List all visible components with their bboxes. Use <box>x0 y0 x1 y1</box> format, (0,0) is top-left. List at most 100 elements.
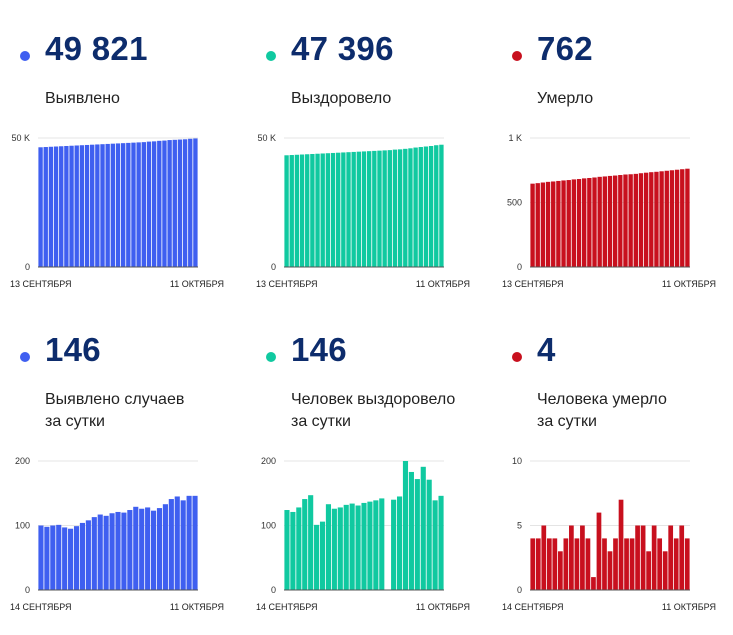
bar <box>310 153 315 267</box>
bar <box>397 149 403 267</box>
bar <box>351 151 356 267</box>
x-tick-label-end: 11 ОКТЯБРЯ <box>662 279 716 289</box>
bar <box>574 538 580 590</box>
bar <box>638 173 644 267</box>
bar <box>91 517 97 590</box>
bar <box>346 152 351 267</box>
bar <box>330 152 336 267</box>
bar <box>438 495 444 590</box>
bar <box>136 142 141 267</box>
bar <box>121 512 127 590</box>
stat-label: Выявлено <box>45 90 120 107</box>
bar <box>127 510 133 590</box>
bar <box>126 142 131 267</box>
legend-dot <box>266 352 276 362</box>
bar <box>679 525 685 590</box>
bar <box>38 525 44 590</box>
bar <box>325 153 331 267</box>
x-tick-label-start: 13 СЕНТЯБРЯ <box>256 279 318 289</box>
y-tick-label: 100 <box>15 521 30 531</box>
chart-svg: 0 100 200 14 СЕНТЯБРЯ 11 ОКТЯБРЯ <box>256 456 470 612</box>
bar <box>302 499 308 590</box>
bar <box>167 140 172 267</box>
bar <box>654 171 659 267</box>
bar <box>535 538 541 590</box>
bar <box>557 551 563 590</box>
x-tick-label-end: 11 ОКТЯБРЯ <box>416 279 470 289</box>
bar <box>530 183 535 267</box>
bar <box>680 169 685 267</box>
bar <box>331 508 337 590</box>
bar <box>623 174 628 267</box>
chart-svg: 0 50 K 13 СЕНТЯБРЯ 11 ОКТЯБРЯ <box>10 133 224 289</box>
bar <box>408 148 413 267</box>
bar <box>53 146 59 267</box>
bar <box>646 551 651 590</box>
bar <box>150 510 157 590</box>
bar <box>561 180 566 267</box>
bar <box>591 577 596 590</box>
bar <box>59 146 64 267</box>
bar <box>624 538 629 590</box>
stat-label: Человека умерло за сутки <box>537 391 667 430</box>
bar <box>156 508 163 590</box>
legend-dot <box>512 352 522 362</box>
stat-number: 146 <box>291 331 347 368</box>
bar <box>414 479 420 590</box>
y-tick-label: 0 <box>517 262 522 272</box>
bar <box>50 525 56 590</box>
bar <box>290 511 296 590</box>
bar <box>633 173 638 267</box>
bar <box>673 538 679 590</box>
bar <box>79 145 85 267</box>
x-tick-label-end: 11 ОКТЯБРЯ <box>170 279 224 289</box>
bar <box>628 174 633 267</box>
stat-number: 47 396 <box>291 30 394 67</box>
legend-dot <box>266 51 276 61</box>
bar <box>592 177 597 267</box>
bar <box>192 495 198 590</box>
legend-dot <box>512 51 522 61</box>
bar <box>139 508 145 590</box>
bar <box>85 520 91 590</box>
bar <box>387 150 392 267</box>
x-tick-label-start: 14 СЕНТЯБРЯ <box>10 602 72 612</box>
bar <box>651 525 657 590</box>
bar <box>649 172 654 267</box>
bar <box>552 538 558 590</box>
bar <box>349 503 355 590</box>
bar <box>337 507 343 590</box>
bar <box>408 471 414 590</box>
legend-dot <box>20 51 30 61</box>
bar <box>535 183 540 267</box>
bar <box>97 514 103 590</box>
chart-detected: 0 50 K 13 СЕНТЯБРЯ 11 ОКТЯБРЯ <box>0 130 240 295</box>
bar <box>188 138 193 267</box>
chart-recovered-daily: 0 100 200 14 СЕНТЯБРЯ 11 ОКТЯБРЯ <box>246 453 486 618</box>
bar <box>643 172 649 267</box>
chart-detected-daily: 0 100 200 14 СЕНТЯБРЯ 11 ОКТЯБРЯ <box>0 453 240 618</box>
y-tick-label: 200 <box>261 456 276 466</box>
bar <box>377 150 382 267</box>
bar <box>180 500 186 590</box>
y-tick-label: 200 <box>15 456 30 466</box>
bar <box>629 538 635 590</box>
bar <box>289 155 294 267</box>
bar <box>571 179 577 267</box>
y-tick-label: 1 K <box>508 133 522 143</box>
bar <box>284 155 289 267</box>
x-tick-label-start: 13 СЕНТЯБРЯ <box>10 279 72 289</box>
bar <box>95 144 100 267</box>
bar <box>613 538 618 590</box>
bar <box>90 144 95 267</box>
y-tick-label: 5 <box>517 521 522 531</box>
bar <box>580 525 585 590</box>
bar <box>64 145 69 267</box>
x-tick-label-start: 14 СЕНТЯБРЯ <box>256 602 318 612</box>
bar <box>367 501 373 590</box>
bar <box>182 139 188 267</box>
bar <box>396 496 403 590</box>
bar <box>115 511 121 590</box>
bar <box>685 168 690 267</box>
bar <box>418 147 423 267</box>
